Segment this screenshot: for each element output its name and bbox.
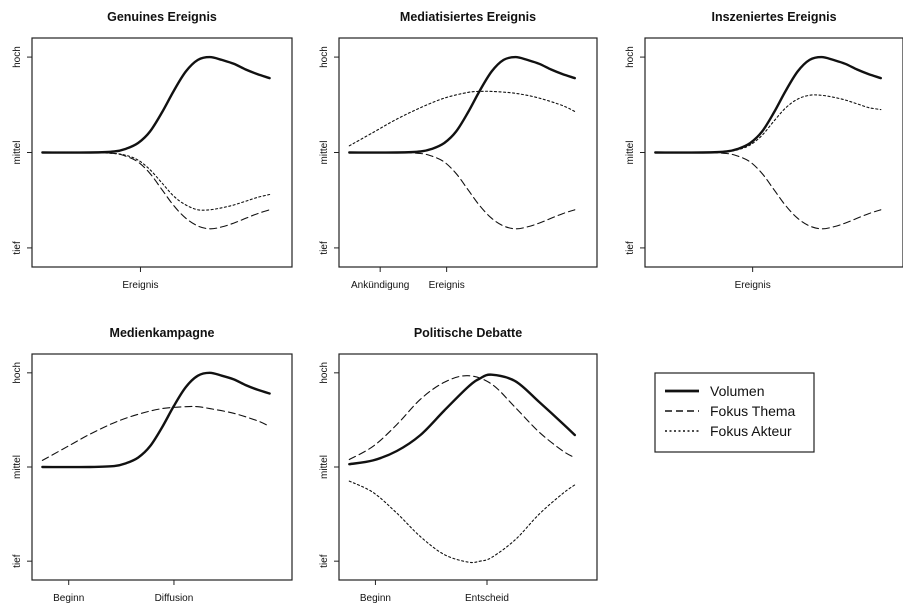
series-line-fokus-thema: [348, 375, 576, 461]
panel-2: Mediatisiertes Ereignis tief mittel hoch Ank…: [319, 10, 598, 291]
y-tick-label: mittel: [319, 455, 330, 479]
series-line-fokus-thema: [41, 405, 271, 461]
y-tick-label: mittel: [625, 141, 636, 165]
series-line-volumen: [348, 55, 576, 154]
panel-title: Genuines Ereignis: [107, 10, 217, 24]
y-tick-label: mittel: [319, 141, 330, 165]
panel-title: Medienkampagne: [110, 326, 215, 340]
series-line-fokus-thema: [654, 151, 882, 230]
panel-3: Inszeniertes Ereignis tief mittel hoch Ereig…: [625, 10, 903, 291]
x-tick-label: Ereignis: [735, 280, 771, 291]
series-line-fokus-akteur: [41, 151, 271, 211]
series-line-volumen: [41, 371, 271, 469]
y-tick-label: mittel: [12, 455, 23, 479]
y-tick-label: tief: [12, 554, 23, 568]
legend-label: Volumen: [710, 383, 764, 399]
x-tick-label: Ereignis: [429, 280, 465, 291]
panel-1: Genuines Ereignis tief mittel hoch Ereignis: [12, 10, 293, 291]
legend-label: Fokus Akteur: [710, 423, 792, 439]
series-line-fokus-akteur: [348, 480, 576, 564]
x-tick-label: Entscheid: [465, 593, 509, 604]
x-tick-label: Beginn: [360, 593, 391, 604]
series-line-fokus-akteur: [654, 94, 882, 154]
x-tick-label: Ereignis: [122, 280, 158, 291]
y-tick-label: hoch: [12, 362, 23, 384]
panel-title: Politische Debatte: [414, 326, 522, 340]
legend-label: Fokus Thema: [710, 403, 796, 419]
y-tick-label: tief: [12, 241, 23, 255]
legend-box: [654, 372, 815, 453]
y-tick-label: hoch: [12, 46, 23, 68]
x-tick-label: Beginn: [53, 593, 84, 604]
y-tick-label: tief: [319, 241, 330, 255]
panel-title: Mediatisiertes Ereignis: [400, 10, 536, 24]
panel-title: Inszeniertes Ereignis: [711, 10, 836, 24]
series-line-fokus-thema: [41, 151, 271, 230]
y-tick-label: tief: [319, 554, 330, 568]
legend: Volumen Fokus Thema Fokus Akteur: [654, 372, 815, 453]
series-line-fokus-akteur: [348, 90, 576, 147]
series-line-volumen: [348, 373, 576, 466]
y-tick-label: tief: [625, 241, 636, 255]
series-line-volumen: [654, 55, 882, 154]
y-tick-label: hoch: [625, 46, 636, 68]
panel-4: Medienkampagne tief mittel hoch Beginn Diffus…: [12, 326, 293, 604]
y-tick-label: mittel: [12, 141, 23, 165]
y-tick-label: hoch: [319, 362, 330, 384]
x-tick-label: Ankündigung: [351, 280, 409, 291]
x-tick-label: Diffusion: [155, 593, 194, 604]
series-line-fokus-thema: [348, 151, 576, 230]
panel-5: Politische Debatte tief mittel hoch Beginn En…: [319, 326, 598, 604]
y-tick-label: hoch: [319, 46, 330, 68]
series-line-volumen: [41, 55, 271, 154]
